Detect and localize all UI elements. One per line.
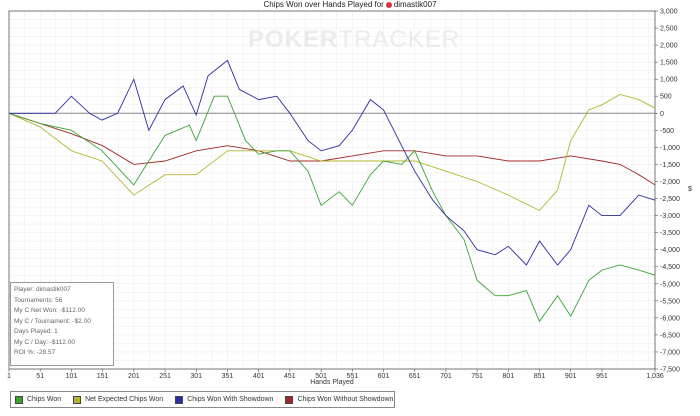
stat-line: Days Played: 1 xyxy=(14,328,58,335)
x-tick-label: 401 xyxy=(253,373,265,380)
y-tick-label: -2,000 xyxy=(660,179,680,186)
legend-item[interactable]: Net Expected Chips Won xyxy=(73,395,164,404)
legend-label: Chips Won xyxy=(27,396,62,403)
y-tick-label: -1,000 xyxy=(660,145,680,152)
chart-title-text: Chips Won over Hands Played for xyxy=(263,0,384,9)
x-tick-label: 251 xyxy=(159,373,171,380)
stat-line: Tournaments: 56 xyxy=(14,296,63,304)
legend-label: Chips Won Without Showdown xyxy=(297,396,394,403)
y-tick-label: 500 xyxy=(660,94,672,101)
chart-title-player: dimastik007 xyxy=(393,0,437,9)
x-tick-label: 551 xyxy=(346,373,358,380)
stat-line: My C Net Won: -$112.00 xyxy=(14,307,85,314)
y-tick-label: -500 xyxy=(660,128,674,135)
x-tick-label: 901 xyxy=(565,373,577,380)
y-tick-label: -4,500 xyxy=(660,264,680,271)
y-tick-label: -2,500 xyxy=(660,196,680,203)
watermark-light: TRACKER xyxy=(338,26,461,53)
x-tick-label: 701 xyxy=(440,373,452,380)
series-line-net-expected-chips-won xyxy=(8,94,656,212)
legend-swatch-icon xyxy=(175,395,184,404)
plot-frame xyxy=(8,10,656,370)
x-axis-label: Hands Played xyxy=(310,379,354,386)
x-tick-label: 351 xyxy=(222,373,234,380)
x-tick-label: 751 xyxy=(471,373,483,380)
x-tick-label: 951 xyxy=(596,373,608,380)
chart-title: Chips Won over Hands Played for dimastik0… xyxy=(0,0,700,10)
legend-swatch-icon xyxy=(285,395,294,404)
legend-swatch-icon xyxy=(73,395,82,404)
y-tick-label: -1,500 xyxy=(660,162,680,169)
x-tick-label: 851 xyxy=(534,373,546,380)
x-tick-label: 1,036 xyxy=(646,373,664,380)
x-tick-label: 51 xyxy=(36,373,44,380)
x-tick-label: 101 xyxy=(66,373,78,380)
y-tick-label: -6,000 xyxy=(660,315,680,322)
watermark-bold: POKER xyxy=(248,26,339,53)
stat-line: ROI %: -28.57 xyxy=(14,349,56,356)
y-axis-label: $ xyxy=(688,186,692,193)
y-tick-label: 0 xyxy=(660,111,664,118)
y-tick-label: -6,500 xyxy=(660,332,680,339)
x-tick-label: 1 xyxy=(7,373,11,380)
legend-label: Chips Won With Showdown xyxy=(187,396,274,403)
x-tick-label: 651 xyxy=(409,373,421,380)
y-tick-label: -3,500 xyxy=(660,230,680,237)
legend-item[interactable]: Chips Won Without Showdown xyxy=(285,395,394,404)
y-tick-label: -4,000 xyxy=(660,247,680,254)
y-tick-label: 3,000 xyxy=(660,9,678,16)
legend: Chips Won Net Expected Chips Won Chips Won… xyxy=(10,391,395,408)
y-tick-label: 2,000 xyxy=(660,43,678,50)
y-tick-label: 2,500 xyxy=(660,26,678,33)
y-tick-label: 1,000 xyxy=(660,77,678,84)
legend-swatch-icon xyxy=(15,395,23,404)
x-tick-label: 201 xyxy=(128,373,140,380)
x-tick-label: 801 xyxy=(502,373,514,380)
y-tick-label: -7,000 xyxy=(660,349,680,356)
series-line-chips-won xyxy=(8,95,656,323)
legend-item[interactable]: Chips Won With Showdown xyxy=(175,395,274,404)
player-flag-icon xyxy=(385,1,392,8)
y-tick-label: 1,500 xyxy=(660,60,678,67)
stat-line: My C / Tournament: -$2.00 xyxy=(14,317,91,325)
pokertracker-watermark: POKERTRACKER xyxy=(248,26,460,54)
y-tick-label: -7,500 xyxy=(660,367,680,374)
x-tick-label: 301 xyxy=(190,373,202,380)
y-tick-label: -5,000 xyxy=(660,281,680,288)
stat-line: My C / Day: -$112.00 xyxy=(14,338,75,346)
y-tick-label: -3,000 xyxy=(660,213,680,220)
stats-box: Player: dimastik007 Tournaments: 56 My C N… xyxy=(10,282,114,366)
x-tick-label: 601 xyxy=(378,373,390,380)
legend-label: Net Expected Chips Won xyxy=(85,396,164,403)
y-tick-label: -5,500 xyxy=(660,298,680,305)
series-line-chips-won-with-showdown xyxy=(9,59,656,266)
legend-item[interactable]: Chips Won xyxy=(15,395,62,404)
x-tick-label: 501 xyxy=(315,373,327,380)
stat-line: Player: dimastik007 xyxy=(14,286,71,293)
x-tick-label: 451 xyxy=(284,373,296,380)
series-line-chips-won-without-showdown xyxy=(8,112,656,186)
x-tick-label: 151 xyxy=(97,373,109,380)
